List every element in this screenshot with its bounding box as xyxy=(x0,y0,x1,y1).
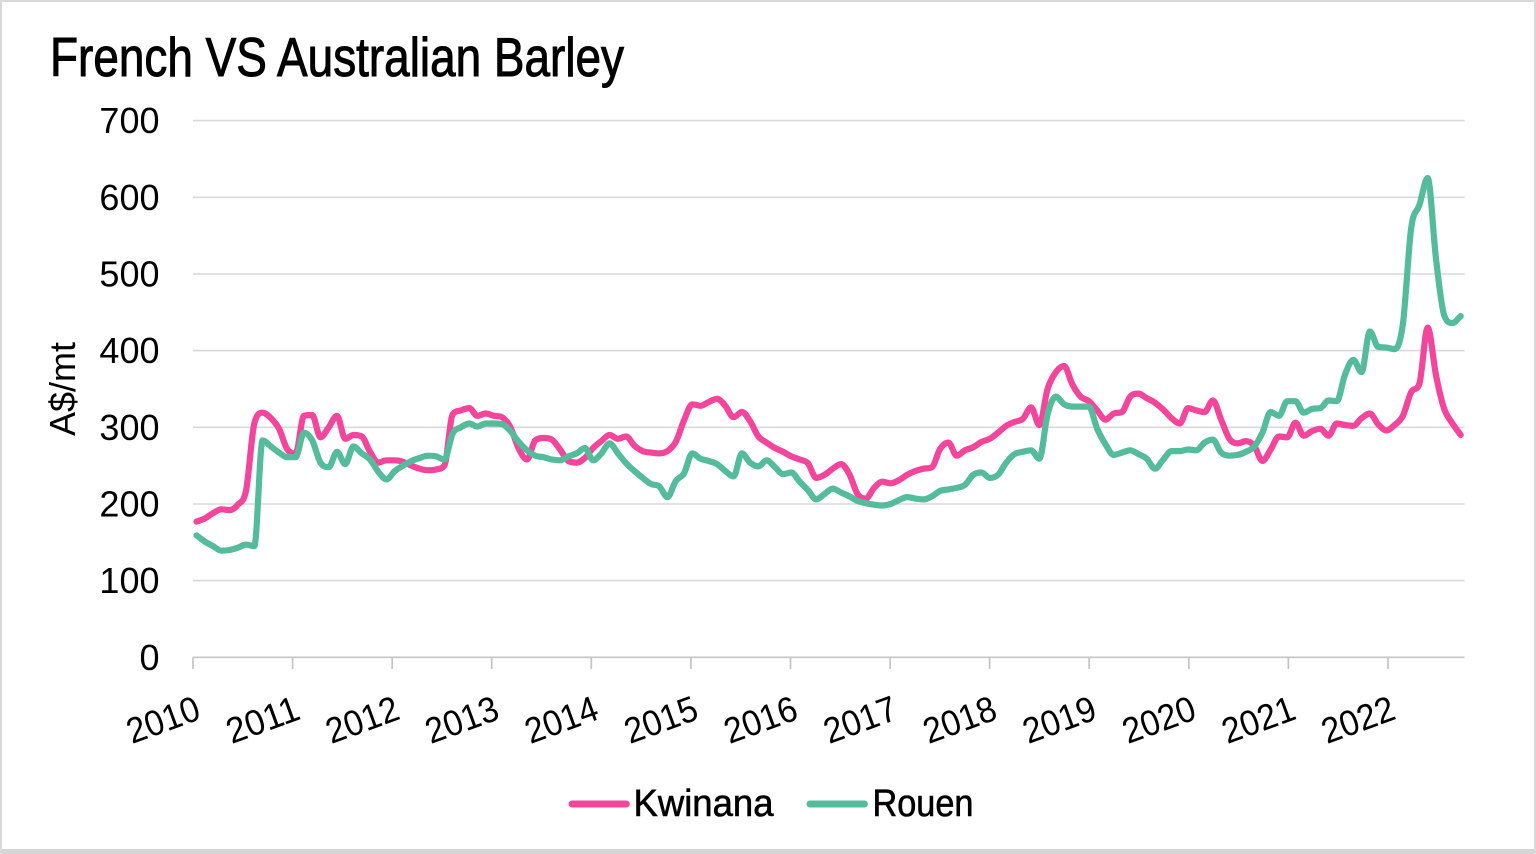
svg-text:2011: 2011 xyxy=(220,687,304,751)
svg-text:2017: 2017 xyxy=(818,687,902,751)
svg-text:600: 600 xyxy=(99,177,159,218)
svg-text:200: 200 xyxy=(99,484,159,525)
svg-text:2013: 2013 xyxy=(419,687,503,751)
svg-text:2021: 2021 xyxy=(1216,687,1300,751)
svg-text:A$/mt: A$/mt xyxy=(42,342,83,436)
svg-text:2010: 2010 xyxy=(121,687,205,751)
svg-text:2014: 2014 xyxy=(519,687,603,751)
svg-text:2016: 2016 xyxy=(718,687,802,751)
svg-text:2020: 2020 xyxy=(1117,687,1201,751)
svg-text:300: 300 xyxy=(99,407,159,448)
svg-text:2015: 2015 xyxy=(619,687,703,751)
svg-text:2022: 2022 xyxy=(1316,687,1400,751)
svg-text:500: 500 xyxy=(99,254,159,295)
svg-text:700: 700 xyxy=(99,100,159,141)
svg-text:400: 400 xyxy=(99,330,159,371)
svg-text:Rouen: Rouen xyxy=(873,783,974,825)
svg-text:100: 100 xyxy=(99,560,159,601)
svg-text:2012: 2012 xyxy=(320,687,404,751)
svg-text:2018: 2018 xyxy=(917,687,1001,751)
svg-text:0: 0 xyxy=(139,637,159,678)
svg-text:2019: 2019 xyxy=(1017,687,1101,751)
svg-text:French VS Australian Barley: French VS Australian Barley xyxy=(50,26,624,88)
svg-text:Kwinana: Kwinana xyxy=(634,783,775,825)
